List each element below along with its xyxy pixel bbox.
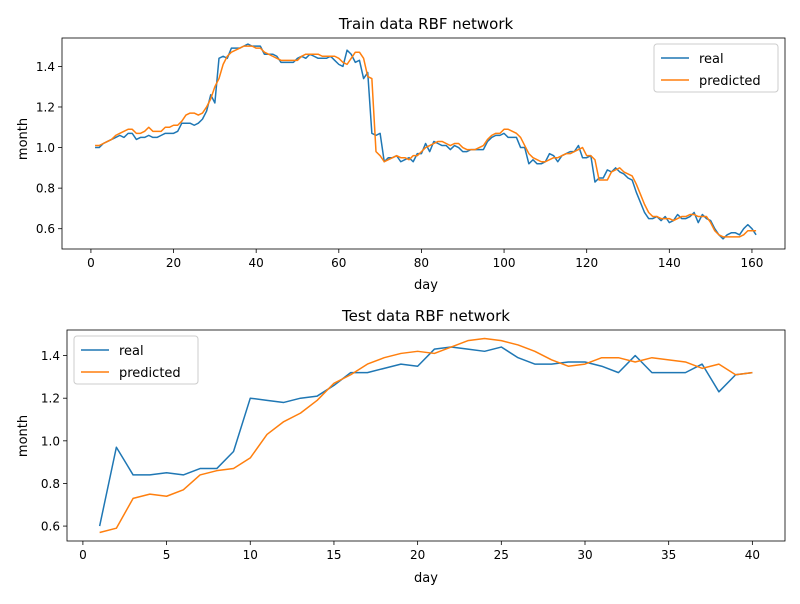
y-tick-label: 1.4 (36, 60, 55, 74)
y-tick-label: 0.6 (36, 222, 55, 236)
x-tick-label: 80 (414, 256, 429, 270)
x-tick-label: 40 (745, 548, 760, 562)
y-tick-label: 1.0 (41, 434, 60, 448)
x-tick-label: 140 (658, 256, 681, 270)
x-tick-label: 20 (410, 548, 425, 562)
series-line-predicted (99, 337, 753, 534)
x-tick-label: 40 (249, 256, 264, 270)
train-chart-xlabel: day (414, 278, 438, 293)
train-chart: Train data RBF network day month 0 20 40 60… (16, 15, 786, 293)
series-line-predicted (95, 45, 757, 238)
test-chart-ylabel: month (16, 415, 31, 457)
train-chart-title: Train data RBF network (338, 15, 514, 33)
y-tick-label: 0.8 (36, 182, 55, 196)
train-chart-ylabel: month (16, 118, 31, 160)
legend-label-predicted: predicted (119, 366, 181, 381)
series-line-real (95, 43, 757, 240)
train-chart-ticks: 0 20 40 60 80 100 120 140 160 0.6 0.8 1.0 1.2 1.4 (36, 60, 763, 270)
x-tick-label: 60 (331, 256, 346, 270)
axes-frame (61, 37, 786, 250)
x-tick-label: 100 (493, 256, 516, 270)
x-tick-label: 15 (326, 548, 341, 562)
x-tick-label: 0 (79, 548, 87, 562)
test-chart: Test data RBF network day month 0 5 10 15 20… (16, 307, 786, 586)
test-chart-legend: real predicted (73, 335, 199, 385)
train-chart-plot-area (61, 37, 786, 250)
x-tick-label: 120 (575, 256, 598, 270)
legend-label-real: real (119, 344, 144, 359)
series-line-real (98, 346, 753, 527)
y-tick-label: 0.8 (41, 477, 60, 491)
test-chart-plot-area (66, 329, 786, 542)
test-chart-ticks: 0 5 10 15 20 25 30 35 40 0.6 0.8 1.0 1.2 1.4 (41, 349, 760, 562)
test-chart-title: Test data RBF network (341, 307, 510, 325)
x-tick-label: 160 (740, 256, 763, 270)
axes-frame (66, 329, 786, 542)
x-tick-label: 10 (243, 548, 258, 562)
y-tick-label: 1.2 (41, 392, 60, 406)
y-tick-label: 0.6 (41, 520, 60, 534)
x-tick-label: 20 (166, 256, 181, 270)
x-tick-label: 0 (87, 256, 95, 270)
x-tick-label: 35 (661, 548, 676, 562)
x-tick-label: 25 (494, 548, 509, 562)
train-chart-legend: real predicted (653, 43, 779, 93)
legend-label-real: real (699, 52, 724, 67)
y-tick-label: 1.0 (36, 141, 55, 155)
test-chart-xlabel: day (414, 571, 438, 586)
x-tick-label: 30 (577, 548, 592, 562)
y-tick-label: 1.2 (36, 100, 55, 114)
y-tick-label: 1.4 (41, 349, 60, 363)
x-tick-label: 5 (163, 548, 171, 562)
legend-label-predicted: predicted (699, 74, 761, 89)
